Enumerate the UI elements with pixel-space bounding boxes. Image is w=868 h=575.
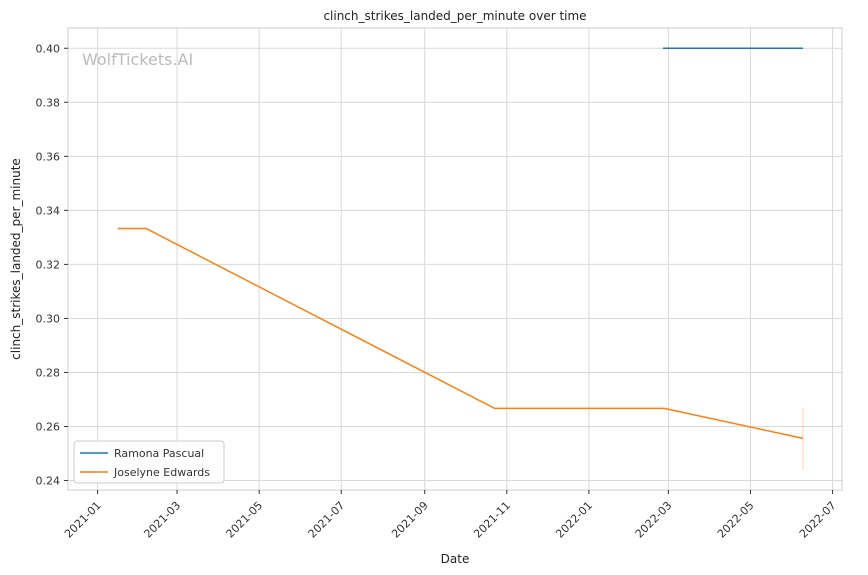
y-tick-label: 0.24	[36, 475, 61, 488]
y-tick-label: 0.32	[36, 258, 61, 271]
legend: Ramona Pascual Joselyne Edwards	[73, 440, 225, 484]
series-line-joselyne-edwards	[117, 227, 804, 440]
chart-title: clinch_strikes_landed_per_minute over ti…	[323, 9, 586, 23]
legend-entry-label: Ramona Pascual	[114, 447, 204, 460]
y-tick-label: 0.28	[36, 366, 61, 379]
legend-entry-label: Joselyne Edwards	[113, 466, 210, 479]
y-axis-ticks: 0.24 0.26 0.28 0.30 0.32 0.34 0.36 0.38 0.40	[36, 42, 68, 488]
x-axis-label: Date	[441, 552, 470, 566]
watermark-text: WolfTickets.AI	[82, 50, 193, 69]
legend-box	[73, 440, 225, 484]
y-tick-label: 0.26	[36, 421, 61, 434]
series-layer	[117, 47, 804, 470]
y-tick-label: 0.30	[36, 312, 61, 325]
plot-area-frame	[67, 27, 843, 491]
y-tick-label: 0.34	[36, 204, 61, 217]
y-tick-label: 0.38	[36, 96, 61, 109]
y-axis-label: clinch_strikes_landed_per_minute	[9, 158, 23, 360]
y-tick-label: 0.40	[36, 42, 61, 55]
y-tick-label: 0.36	[36, 150, 61, 163]
